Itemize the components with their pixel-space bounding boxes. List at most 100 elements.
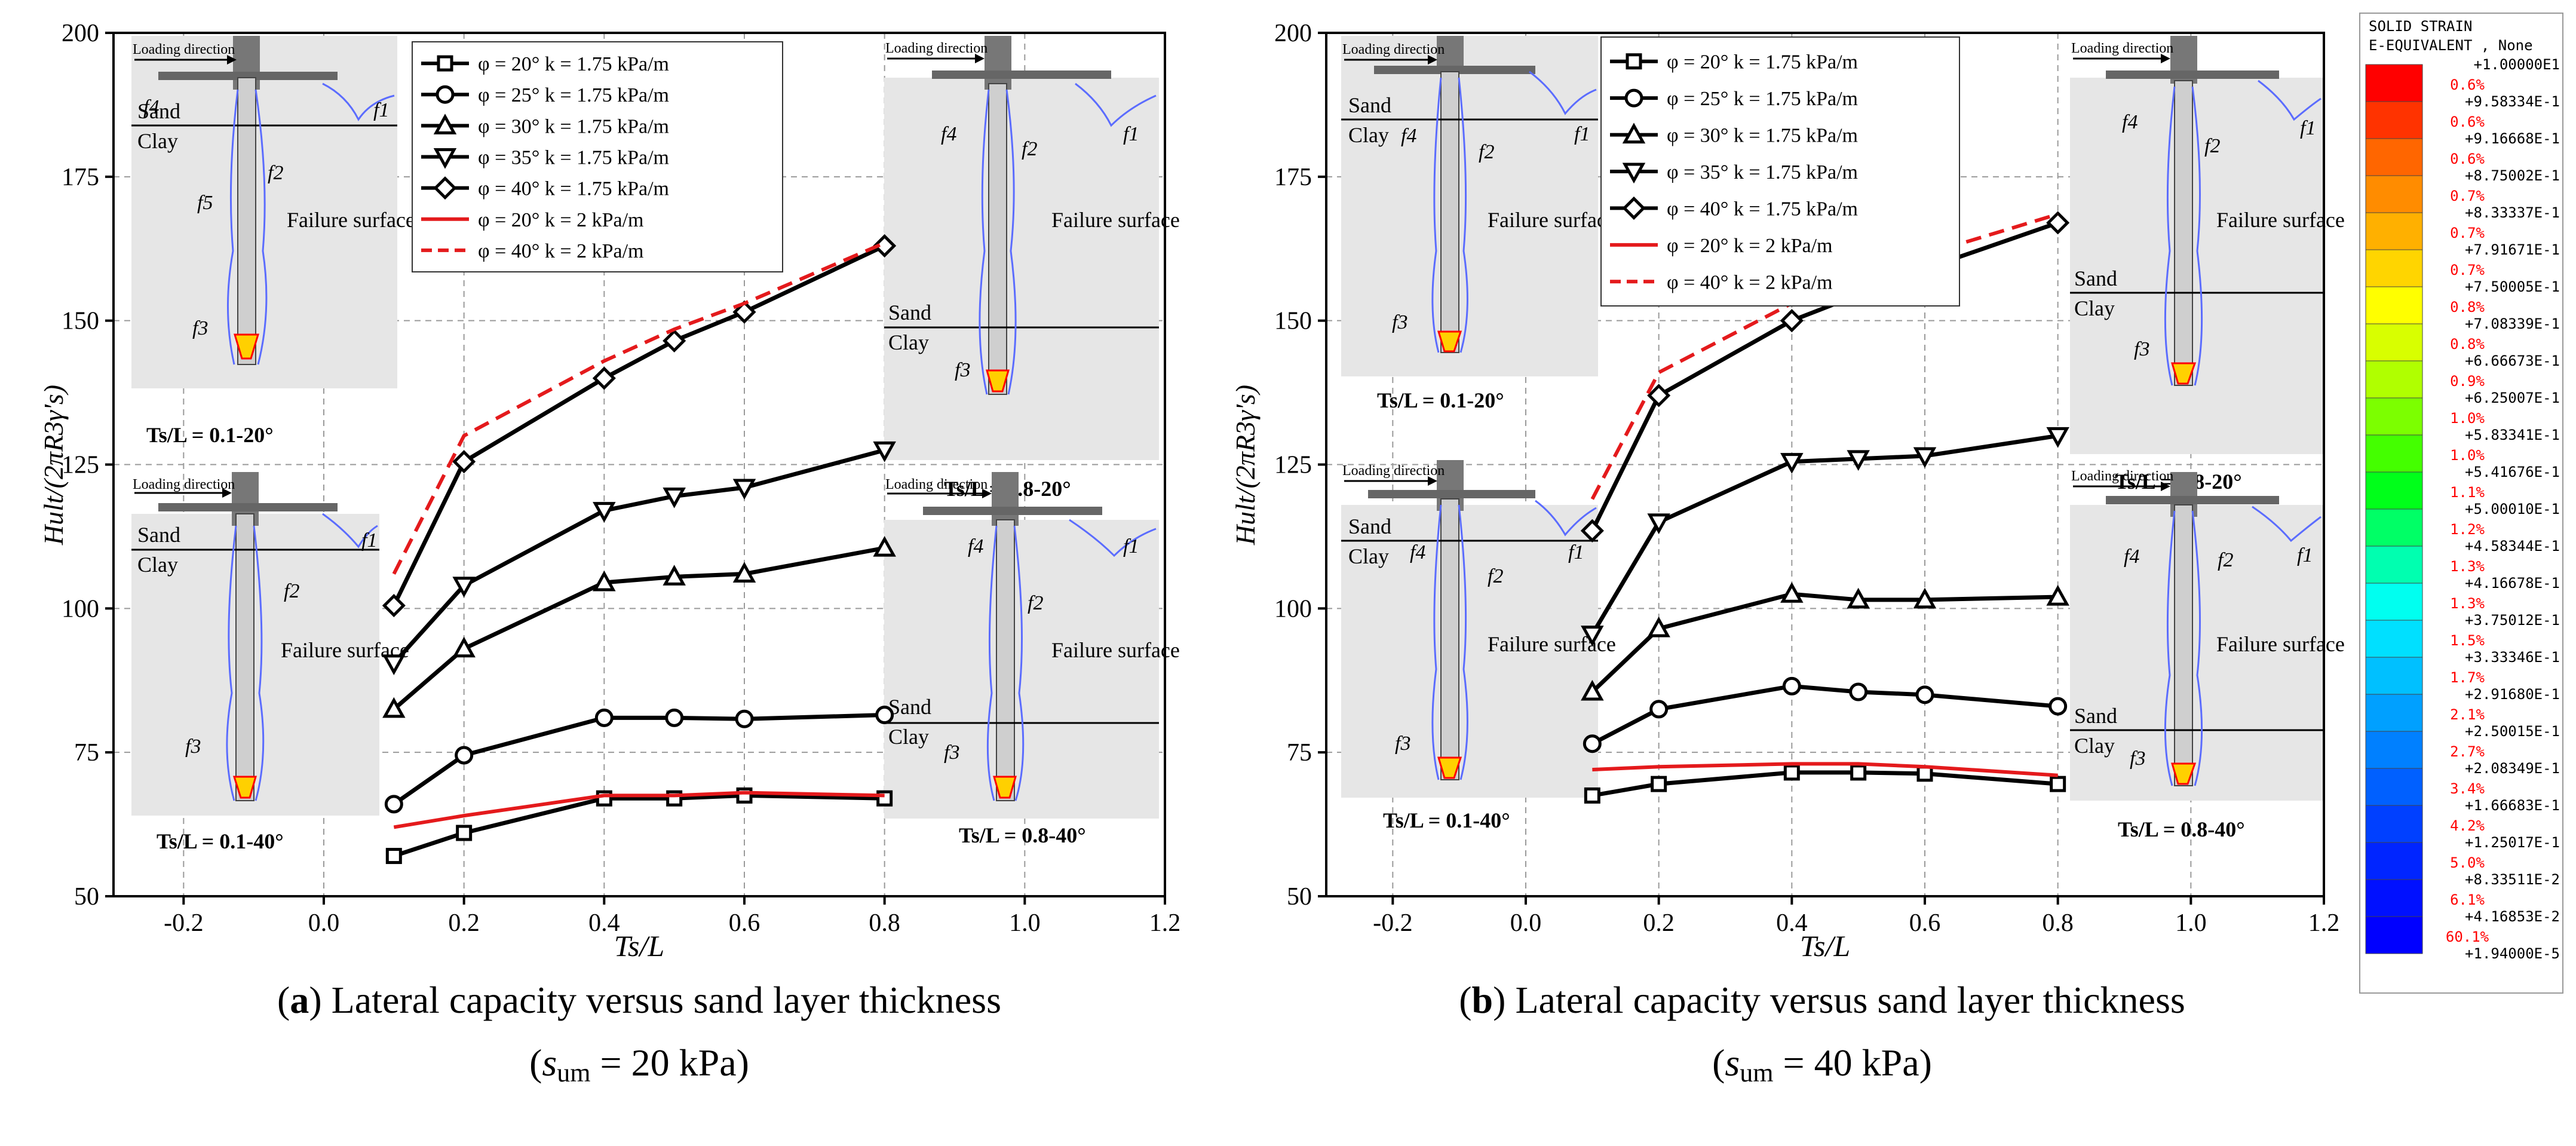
series-line-5: [1592, 762, 2058, 777]
legend-marker-2: [433, 114, 457, 134]
inset-0-loading-1: Loading direction: [133, 42, 235, 57]
colorbar-percent-1: 0.6%: [2450, 114, 2485, 130]
colorbar-percent-17: 2.1%: [2450, 706, 2485, 723]
point-0-2: [1783, 764, 1800, 781]
legend-marker-1: [1624, 88, 1643, 108]
point-1-3: [1849, 682, 1868, 701]
inset-2-f1: f2: [1022, 138, 1037, 160]
point-2-0: [1581, 679, 1604, 701]
colorbar-value-22: +8.33511E-2: [2465, 871, 2560, 888]
colorbar-title-1: SOLID STRAIN: [2369, 18, 2472, 35]
inset-1-sand: Sand: [137, 523, 180, 547]
series-line-4: [392, 244, 886, 607]
point-3-4: [1913, 447, 1937, 468]
inset-3-f0: f4: [968, 535, 983, 557]
point-1-5: [2048, 697, 2068, 716]
caption-a-text: Lateral capacity versus sand layer thick…: [332, 979, 1001, 1021]
point-4-0: [1580, 519, 1604, 543]
x-tick-label-2: 0.2: [448, 909, 480, 937]
point-2-2: [1780, 582, 1804, 603]
y-tick-label-4: 150: [62, 308, 99, 335]
point-1-1: [1649, 700, 1669, 719]
point-1-4: [1915, 685, 1934, 704]
y-tick-label-2: 100: [1274, 595, 1312, 623]
inset-0-f0: f4: [143, 96, 159, 118]
inset-0-f2: f2: [268, 162, 283, 184]
point-3-5: [873, 441, 896, 462]
colorbar-percent-9: 1.0%: [2450, 410, 2485, 427]
inset-2: Loading direction Sand Clay Failure surf…: [884, 36, 1180, 501]
colorbar-percent-3: 0.7%: [2450, 188, 2485, 204]
series-line-3: [392, 448, 885, 665]
inset-b-2-clay: Clay: [2074, 296, 2115, 320]
point-2-4: [732, 562, 756, 583]
inset-b-3-f2: f1: [2297, 544, 2313, 566]
colorbar-value-4: +8.33337E-1: [2465, 204, 2560, 221]
point-2-4: [1913, 587, 1937, 609]
point-0-4: [1916, 765, 1933, 782]
x-tick-label-6: 1.0: [1009, 909, 1041, 937]
colorbar-percent-21: 5.0%: [2450, 854, 2485, 871]
point-3-0: [382, 654, 406, 675]
point-2-0: [382, 697, 406, 718]
caption-b-line1: (b) Lateral capacity versus sand layer t…: [1459, 979, 2185, 1021]
x-tick-label-1: 0.0: [1510, 909, 1542, 937]
inset-2-failure: Failure surface: [1051, 208, 1180, 232]
point-4-5: [873, 234, 897, 258]
point-4-3: [663, 329, 686, 353]
colorbar-percent-6: 0.8%: [2450, 299, 2485, 315]
caption-b-line2: (sum = 40 kPa): [1712, 1041, 1932, 1087]
legend-label-3: φ = 35° k = 1.75 kPa/m: [478, 147, 669, 169]
colorbar-percent-4: 0.7%: [2450, 225, 2485, 241]
inset-0-label: Ts/L = 0.1-20°: [146, 423, 274, 447]
colorbar-swatch-14: [2365, 583, 2423, 621]
inset-b-2-loading: Loading direction: [2071, 41, 2173, 56]
colorbar-value-17: +2.91680E-1: [2465, 686, 2560, 703]
inset-b-2: Loading direction Sand Clay Failure surf…: [2070, 36, 2345, 494]
inset-b-2-f1: f2: [2204, 135, 2220, 157]
colorbar-swatch-5: [2365, 249, 2423, 287]
x-tick-label-4: 0.6: [1909, 909, 1941, 937]
colorbar-percent-8: 0.9%: [2450, 373, 2485, 390]
point-4-5: [2046, 211, 2070, 235]
inset-b-0-f2: f1: [1574, 123, 1590, 145]
point-1-1: [455, 746, 474, 765]
x-axis-label-b: Ts/L: [1800, 929, 1850, 963]
x-tick-label-0: -0.2: [1373, 909, 1413, 937]
colorbar-value-0: +1.00000E1: [2474, 56, 2560, 73]
colorbar-percent-18: 2.7%: [2450, 743, 2485, 760]
colorbar-swatch-7: [2365, 323, 2423, 361]
legend-label-0: φ = 20° k = 1.75 kPa/m: [1667, 51, 1858, 73]
inset-1: Loading direction Sand Clay Failure surf…: [131, 472, 409, 853]
inset-b-1-clay: Clay: [1348, 544, 1389, 568]
inset-1-label: Ts/L = 0.1-40°: [157, 829, 284, 853]
colorbar-swatch-1: [2365, 101, 2423, 139]
point-1-0: [1583, 734, 1602, 753]
point-4-0: [382, 593, 406, 618]
inset-2-sand: Sand: [888, 301, 931, 324]
colorbar-percent-14: 1.3%: [2450, 595, 2485, 612]
legend-marker-1: [436, 85, 455, 104]
point-2-3: [663, 565, 686, 586]
colorbar-swatch-4: [2365, 212, 2423, 250]
point-1-2: [594, 708, 614, 727]
colorbar-value-7: +7.08339E-1: [2465, 315, 2560, 332]
inset-b-0-f0: f4: [1401, 125, 1416, 147]
inset-1-f2: f3: [185, 736, 201, 758]
inset-b-2-failure: Failure surface: [2216, 208, 2345, 232]
y-tick-label-5: 175: [62, 164, 99, 191]
legend-label-4: φ = 40° k = 1.75 kPa/m: [478, 178, 669, 200]
inset-b-3: Loading direction Sand Clay Failure surf…: [2070, 468, 2345, 841]
colorbar-percent-19: 3.4%: [2450, 780, 2485, 797]
inset-b-0-clay: Clay: [1348, 123, 1389, 147]
inset-0-failure: Failure surface: [287, 208, 415, 232]
x-tick-label-2: 0.2: [1643, 909, 1675, 937]
inset-b-0-sand: Sand: [1348, 93, 1391, 117]
series-line-2: [392, 546, 885, 711]
x-tick-label-5: 0.8: [2042, 909, 2074, 937]
y-axis-label-a: Hult/(2πR3γ's): [38, 385, 69, 546]
inset-b-3-f0: f4: [2124, 546, 2139, 568]
inset-b-1-f0: f4: [1410, 541, 1425, 563]
inset-b-0-label: Ts/L = 0.1-20°: [1377, 388, 1504, 412]
